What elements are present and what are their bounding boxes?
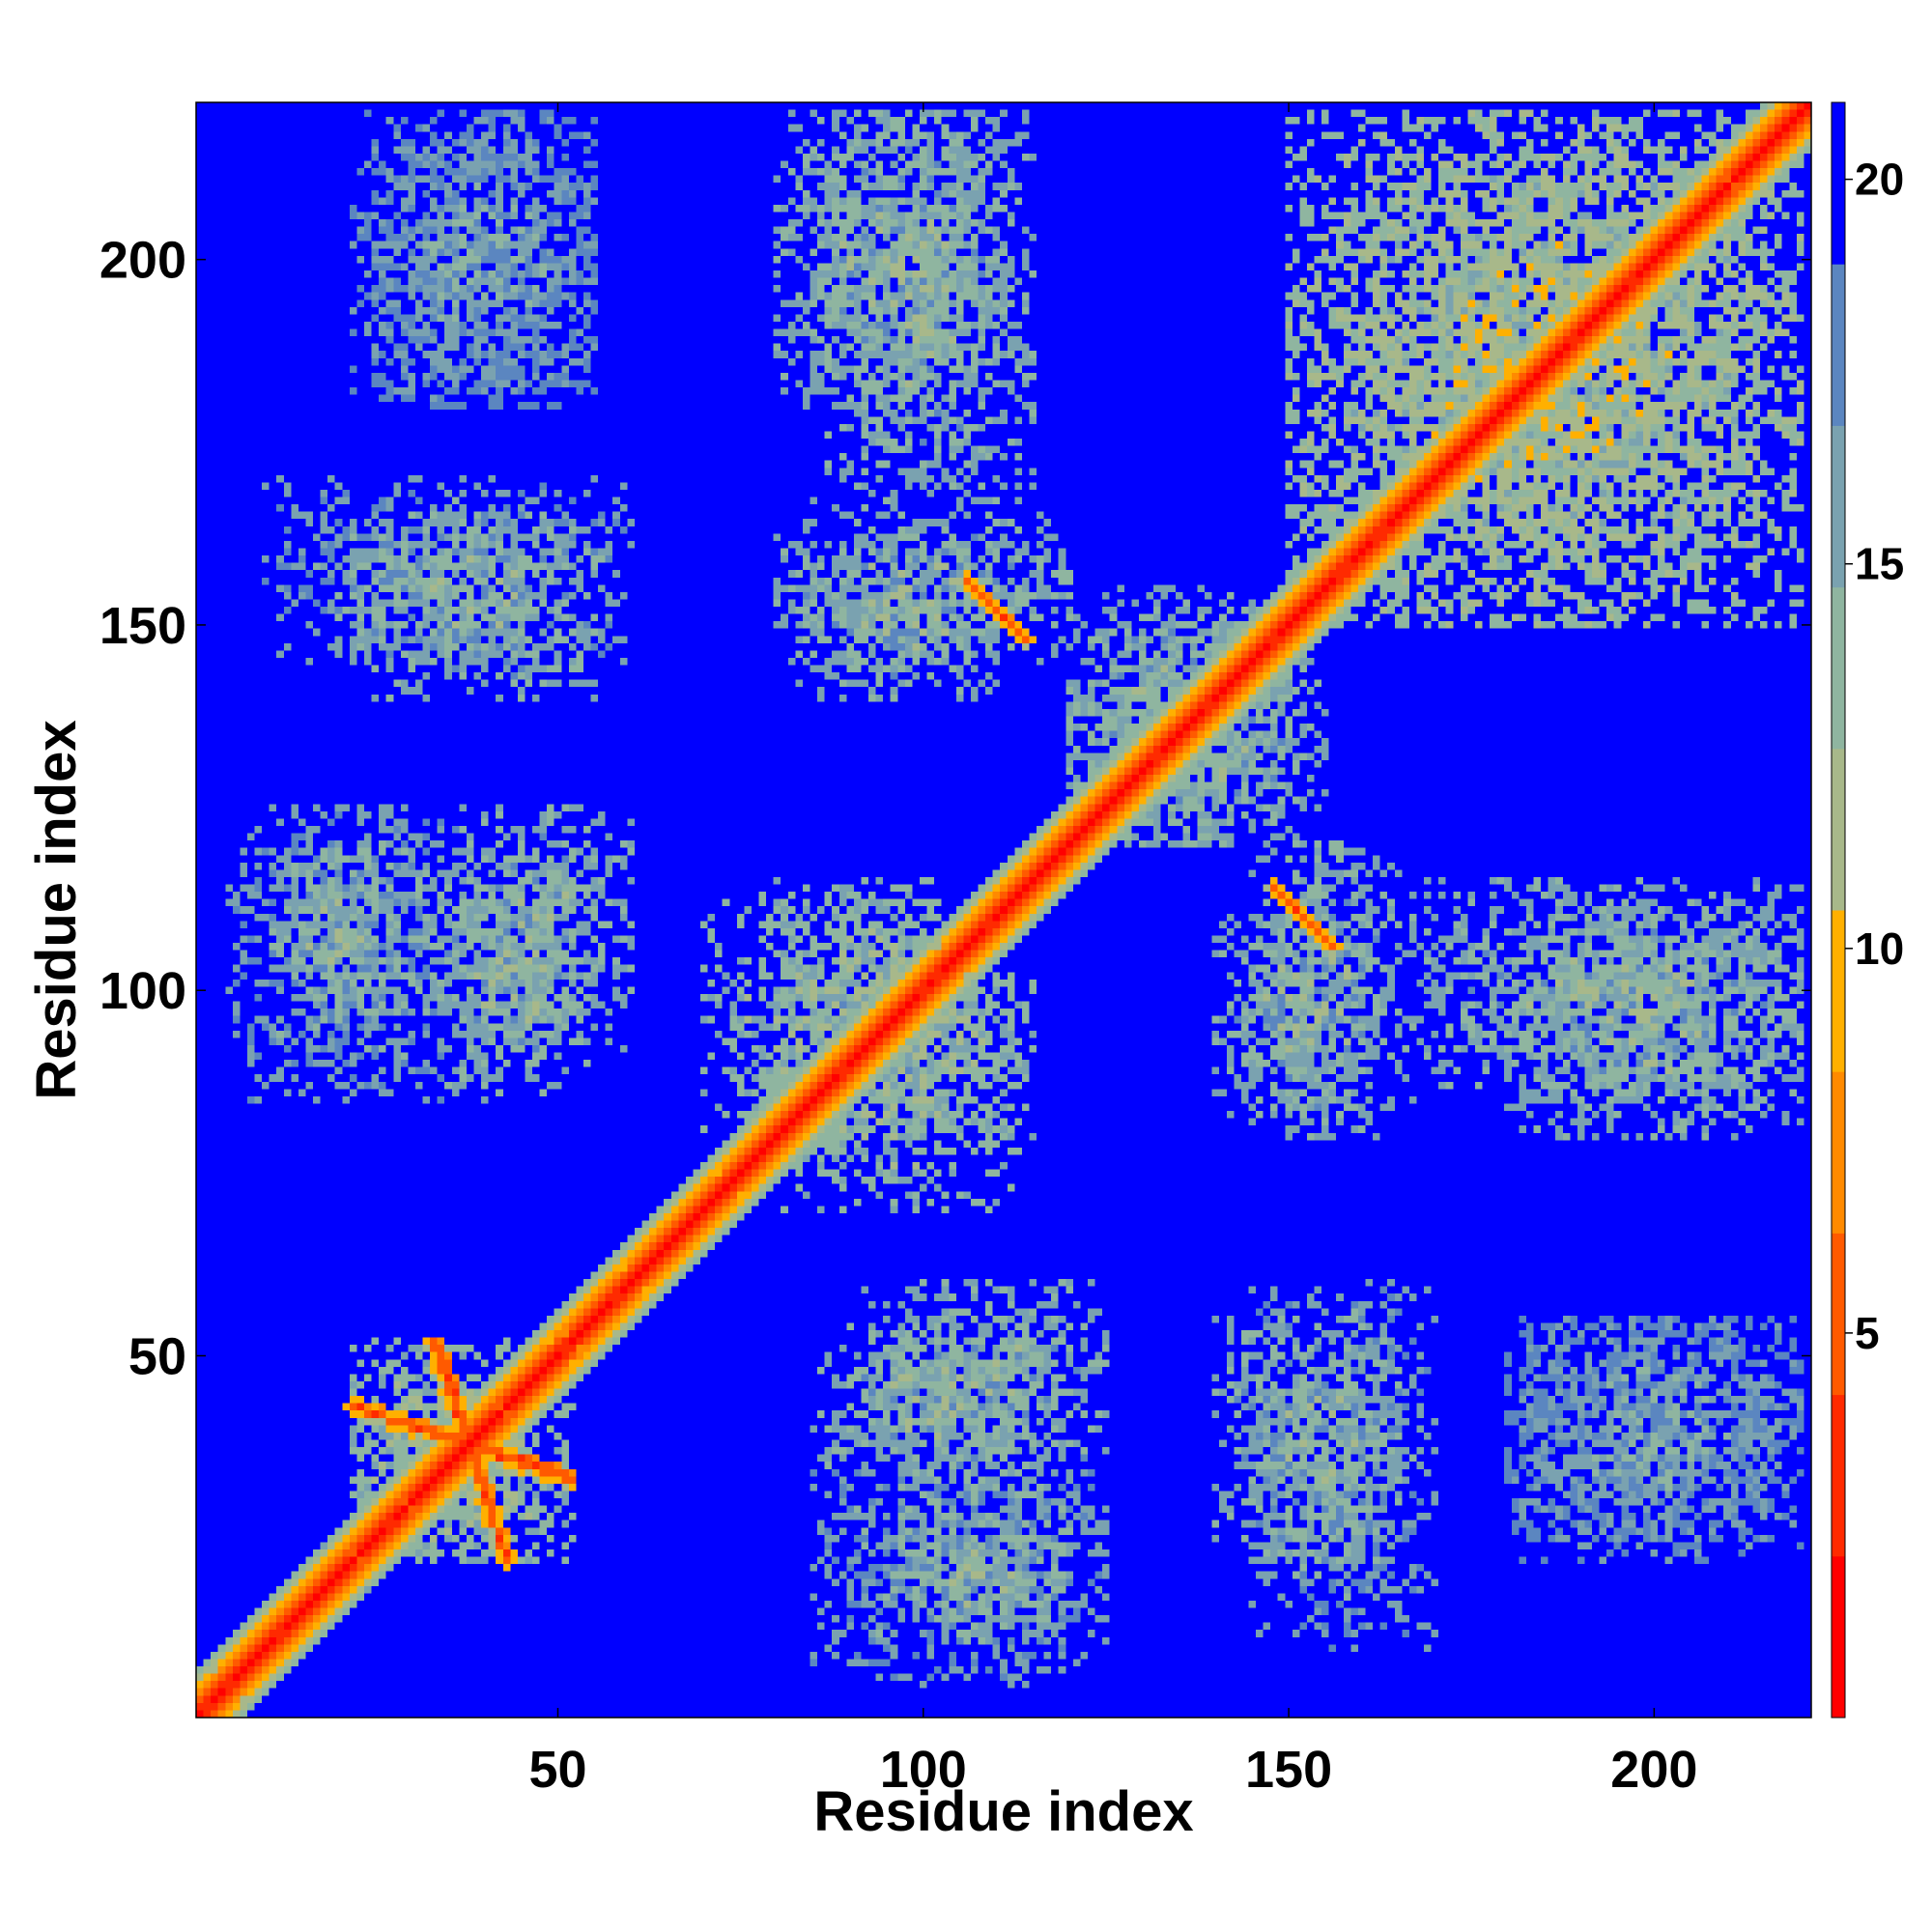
y-axis-ticks: 50 100 150 200 — [99, 232, 1811, 1386]
colorbar-segment — [1832, 264, 1845, 426]
colorbar-tick-label: 10 — [1855, 923, 1904, 974]
heatmap-cells — [196, 102, 1811, 1718]
colorbar-segment — [1832, 586, 1845, 750]
colorbar-segment — [1832, 748, 1845, 911]
x-axis-label: Residue index — [813, 1780, 1193, 1843]
x-axis-ticks: 50 100 150 200 — [528, 102, 1697, 1799]
colorbar-segment — [1832, 1555, 1845, 1719]
plot-frame — [195, 101, 1812, 1719]
colorbar-segment — [1832, 1071, 1845, 1234]
y-tick-label: 100 — [99, 962, 186, 1020]
x-tick-label: 100 — [880, 1741, 967, 1799]
heatmap-plot-area — [195, 101, 1812, 1719]
colorbar-segment — [1832, 102, 1845, 265]
colorbar-segment — [1832, 425, 1845, 588]
y-axis-label: Residue index — [25, 720, 88, 1099]
colorbar-segment — [1832, 910, 1845, 1072]
colorbar: 5 10 15 20 — [1831, 101, 1904, 1719]
colorbar-segment — [1832, 1394, 1845, 1557]
y-tick-label: 200 — [99, 232, 186, 290]
y-tick-label: 150 — [99, 597, 186, 655]
x-tick-label: 200 — [1610, 1741, 1697, 1799]
colorbar-frame — [1831, 101, 1846, 1719]
x-tick-label: 150 — [1245, 1741, 1332, 1799]
x-tick-label: 50 — [528, 1741, 586, 1799]
colorbar-tick-label: 5 — [1855, 1308, 1880, 1358]
y-tick-label: 50 — [128, 1328, 186, 1386]
colorbar-tick-label: 20 — [1855, 155, 1904, 205]
colorbar-segment — [1832, 1233, 1845, 1396]
colorbar-tick-label: 15 — [1855, 539, 1904, 589]
